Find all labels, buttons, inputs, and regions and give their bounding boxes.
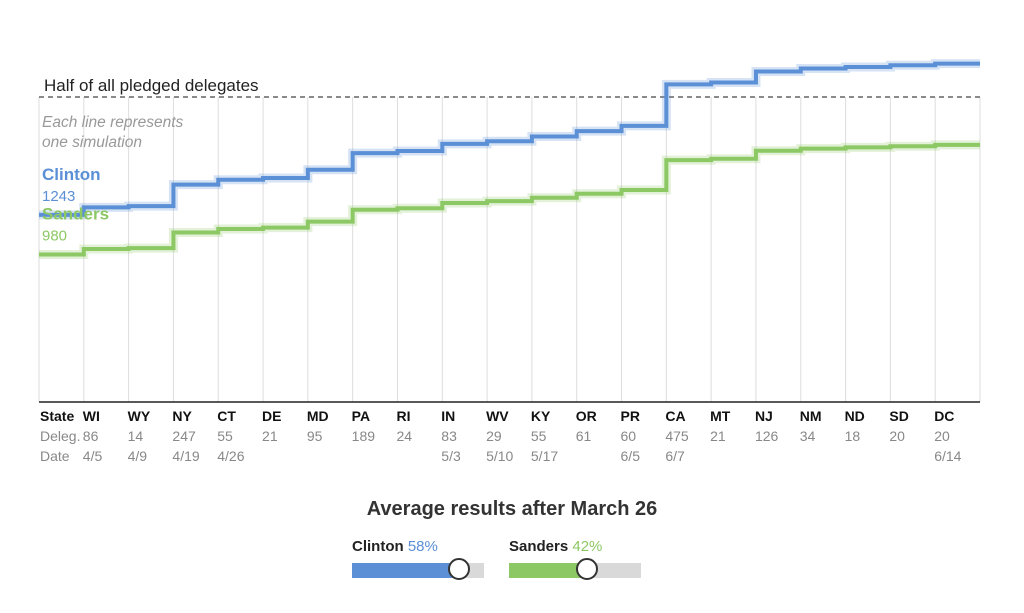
delegate-count: 24 [396,428,412,444]
delegate-count: 20 [934,428,950,444]
row-label-date: Date [40,448,70,464]
state-label: OR [576,408,597,424]
delegate-count: 34 [800,428,816,444]
state-label: CA [665,408,685,424]
state-label: NJ [755,408,773,424]
delegate-count: 95 [307,428,323,444]
clinton-slider-percent: 58% [407,538,438,555]
clinton-slider-track[interactable] [352,558,484,580]
delegate-count: 21 [710,428,726,444]
contest-date: 6/14 [934,448,961,464]
contest-date: 5/10 [486,448,513,464]
sanders-slider-track[interactable] [509,558,641,580]
delegate-count: 247 [172,428,196,444]
series-start-clinton: 1243 [42,188,75,205]
state-label: WV [486,408,509,424]
state-label: NM [800,408,822,424]
contest-date: 6/5 [621,448,641,464]
state-label: ND [845,408,865,424]
sanders-slider-fill [509,563,587,578]
sanders-slider-name: Sanders [509,538,569,555]
delegate-count: 55 [217,428,233,444]
series-line-sanders [39,142,980,257]
sanders-slider-label: Sanders 42% [509,538,641,555]
delegate-count: 60 [621,428,637,444]
row-label-delegates: Deleg. [40,428,80,444]
clinton-slider-label: Clinton 58% [352,538,484,555]
delegate-count: 29 [486,428,502,444]
state-label: IN [441,408,455,424]
state-label: PA [352,408,370,424]
clinton-slider-handle[interactable] [447,558,470,580]
series-line-clinton [39,61,980,217]
delegate-count: 14 [128,428,144,444]
annotation-text: Each line represents [42,114,184,131]
state-label: KY [531,408,551,424]
delegate-count: 86 [83,428,99,444]
contest-date: 4/26 [217,448,244,464]
state-label: SD [889,408,908,424]
state-label: DC [934,408,954,424]
delegate-count: 61 [576,428,592,444]
state-label: PR [621,408,640,424]
delegate-count: 55 [531,428,547,444]
delegate-count: 83 [441,428,457,444]
threshold-label: Half of all pledged delegates [44,76,259,95]
series-start-sanders: 980 [42,227,67,244]
contest-date: 4/19 [172,448,199,464]
delegate-count: 18 [845,428,861,444]
state-label: WY [128,408,151,424]
results-title: Average results after March 26 [366,498,658,520]
delegate-count: 189 [352,428,376,444]
delegate-chart: Half of all pledged delegates Each line r… [38,59,981,464]
clinton-slider-name: Clinton [352,538,404,555]
state-label: NY [172,408,192,424]
contest-date: 6/7 [665,448,685,464]
series-name-clinton: Clinton [42,165,101,184]
clinton-slider-fill [352,563,459,578]
clinton-slider[interactable]: Clinton 58% [352,538,484,580]
contest-date: 5/3 [441,448,461,464]
state-label: CT [217,408,236,424]
sanders-slider-handle[interactable] [575,558,598,580]
delegate-count: 21 [262,428,278,444]
delegate-count: 126 [755,428,779,444]
series-name-sanders: Sanders [42,204,109,223]
state-label: RI [396,408,410,424]
state-label: MT [710,408,731,424]
state-label: MD [307,408,329,424]
contest-date: 4/9 [128,448,148,464]
contest-date: 4/5 [83,448,103,464]
state-label: WI [83,408,100,424]
state-label: DE [262,408,281,424]
sanders-slider[interactable]: Sanders 42% [509,538,641,580]
row-label-state: State [40,408,74,424]
delegate-count: 20 [889,428,905,444]
delegate-count: 475 [665,428,689,444]
annotation-text: one simulation [42,134,142,151]
contest-date: 5/17 [531,448,558,464]
sanders-slider-percent: 42% [572,538,603,555]
